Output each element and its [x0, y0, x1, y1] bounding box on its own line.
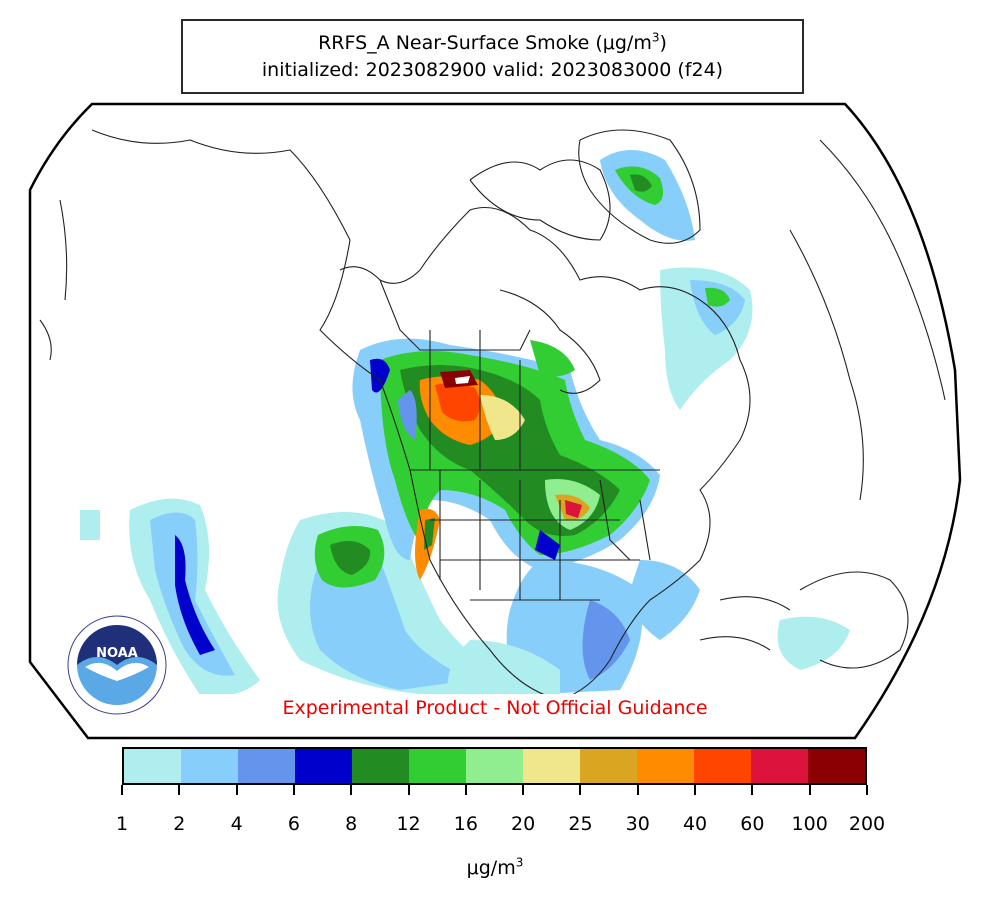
- colorbar-tick-label: 40: [682, 813, 708, 835]
- colorbar-tick: [464, 785, 467, 795]
- disclaimer-text: Experimental Product - Not Official Guid…: [282, 697, 708, 719]
- map-title: RRFS_A Near-Surface Smoke (μg/m3) initia…: [181, 19, 804, 94]
- noaa-logo-text: NOAA: [96, 646, 138, 661]
- smoke-field: [80, 150, 850, 700]
- colorbar-tick: [235, 785, 238, 795]
- colorbar: [122, 747, 867, 785]
- colorbar-swatch: [751, 749, 808, 783]
- colorbar-tick-label: 20: [511, 813, 536, 835]
- colorbar-tick-label: 25: [568, 813, 593, 835]
- colorbar-tick: [636, 785, 639, 795]
- colorbar-tick: [808, 785, 811, 795]
- colorbar-swatch: [352, 749, 409, 783]
- colorbar-tick: [292, 785, 295, 795]
- colorbar-swatch: [181, 749, 238, 783]
- colorbar-swatch: [694, 749, 751, 783]
- colorbar-tick-label: 60: [740, 813, 765, 835]
- colorbar-swatch: [637, 749, 694, 783]
- colorbar-tick-label: 1: [115, 813, 129, 835]
- colorbar-tick: [522, 785, 525, 795]
- colorbar-ticks: 1 2 4 6 8 12 16 20 25 30 40 60 100 200: [116, 785, 885, 835]
- disclaimer-backdrop: [200, 694, 800, 726]
- colorbar-tick: [866, 785, 868, 795]
- title-line-1: RRFS_A Near-Surface Smoke (μg/m3): [318, 30, 667, 54]
- colorbar-swatch: [808, 749, 865, 783]
- colorbar-tick-label: 30: [625, 813, 650, 835]
- colorbar-swatch: [295, 749, 352, 783]
- colorbar-tick: [121, 785, 123, 795]
- colorbar-tick-label: 200: [848, 813, 886, 835]
- title-line-2: initialized: 2023082900 valid: 202308300…: [261, 59, 724, 81]
- colorbar-swatch: [238, 749, 295, 783]
- colorbar-tick: [407, 785, 410, 795]
- map-boundary: [28, 102, 962, 740]
- colorbar-tick: [579, 785, 582, 795]
- colorbar-tick: [694, 785, 697, 795]
- colorbar-tick-label: 100: [791, 813, 828, 835]
- colorbar-swatch: [409, 749, 466, 783]
- colorbar-swatch: [124, 749, 181, 783]
- colorbar-tick-label: 4: [230, 813, 243, 835]
- colorbar-tick-label: 2: [173, 813, 186, 835]
- colorbar-tick-label: 12: [396, 813, 421, 835]
- colorbar-swatch: [466, 749, 523, 783]
- colorbar-tick-label: 8: [345, 813, 358, 835]
- colorbar-swatch: [523, 749, 580, 783]
- colorbar-tick: [350, 785, 353, 795]
- noaa-logo-icon: NOAA: [67, 615, 167, 715]
- colorbar-tick-label: 6: [287, 813, 300, 835]
- colorbar-tick-label: 16: [453, 813, 478, 835]
- colorbar-unit-label: μg/m3: [466, 855, 524, 879]
- colorbar-tick: [178, 785, 181, 795]
- coastlines: [39, 129, 946, 701]
- colorbar-tick: [751, 785, 754, 795]
- colorbar-swatch: [580, 749, 637, 783]
